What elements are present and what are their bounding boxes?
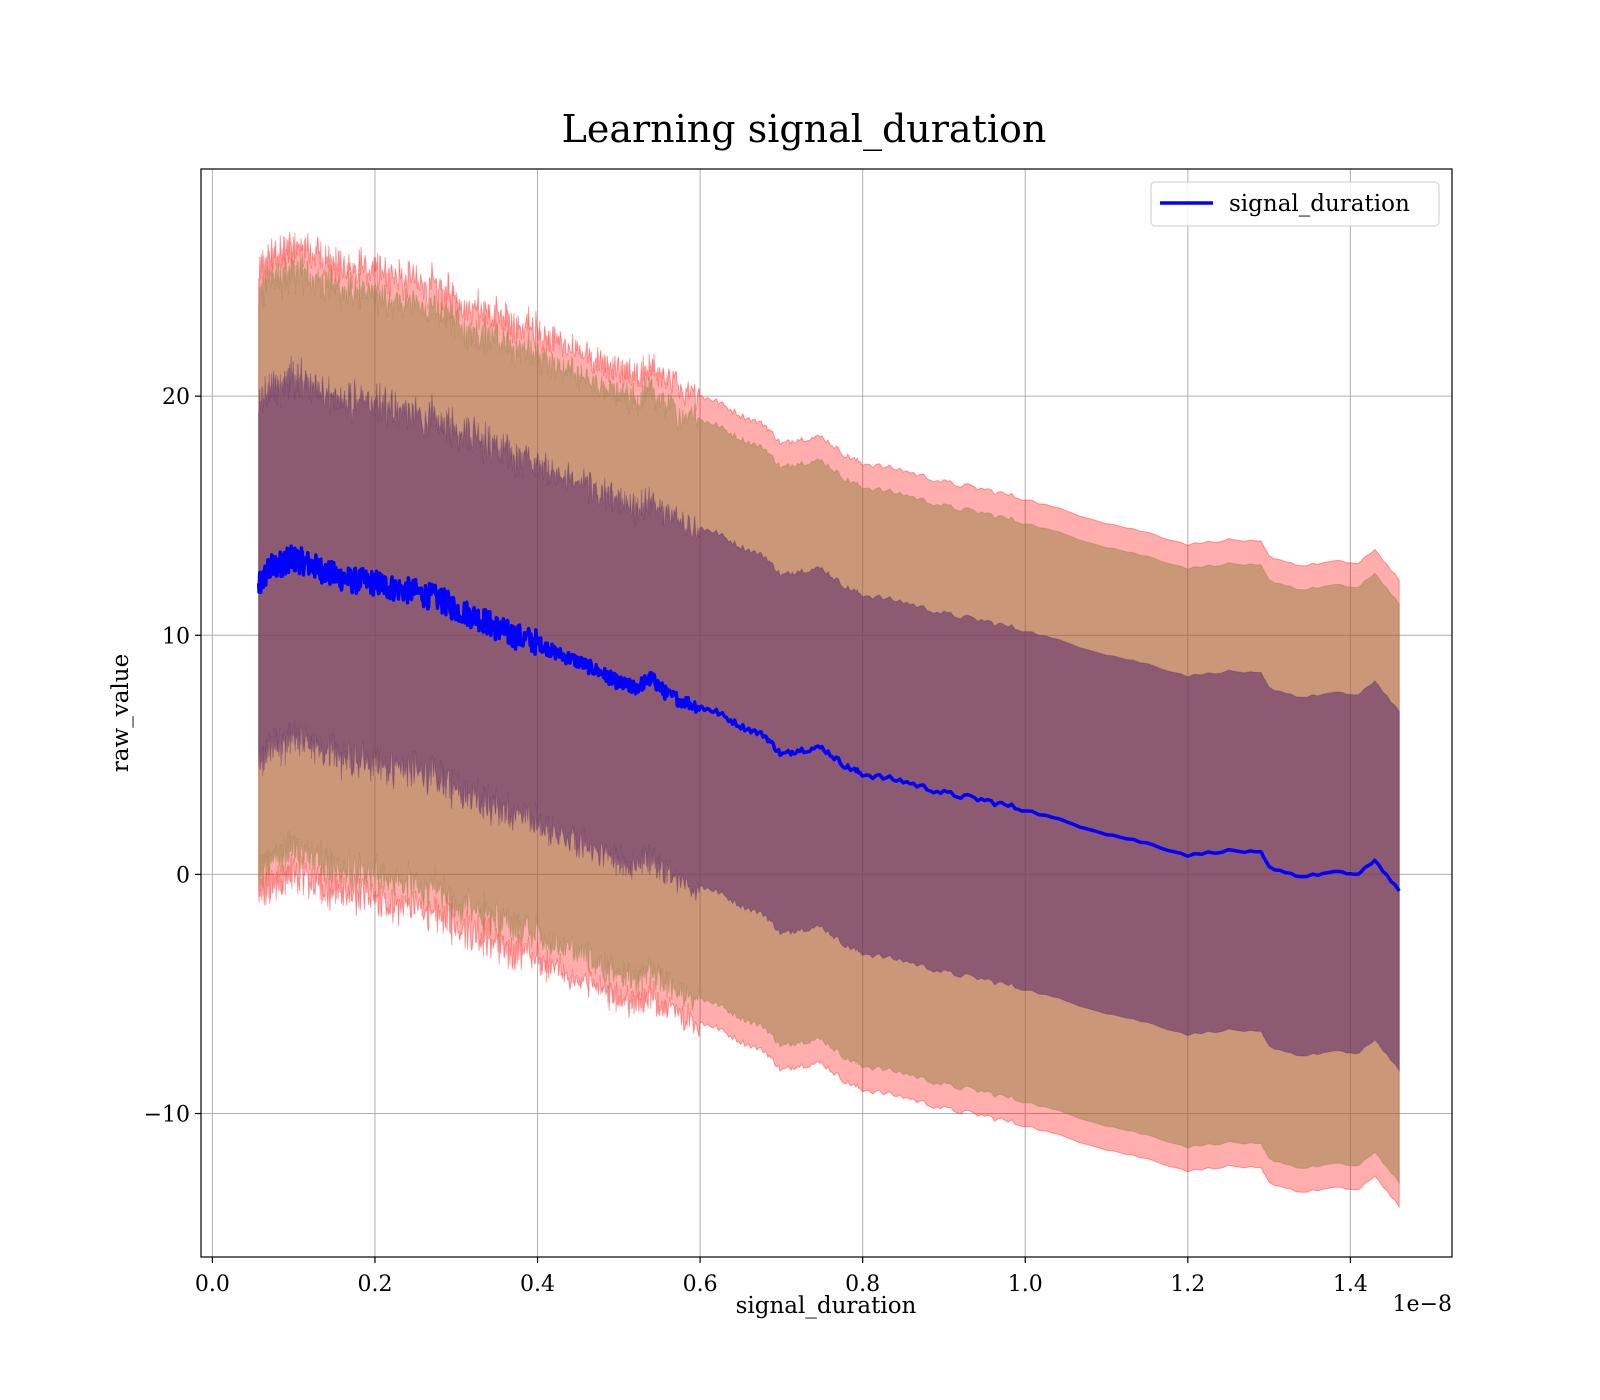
y-tick-label: 20 xyxy=(162,385,190,410)
y-tick-label: −10 xyxy=(144,1103,190,1128)
plot-frame xyxy=(200,168,1453,1258)
x-axis-ticks: 0.0 0.2 0.4 0.6 0.8 1.0 1.2 1.4 xyxy=(195,1257,1368,1297)
x-tick-label: 0.0 xyxy=(195,1272,230,1297)
y-axis-ticks: −10 0 10 20 xyxy=(144,385,201,1128)
x-tick-label: 1.4 xyxy=(1333,1272,1368,1297)
x-tick-label: 0.2 xyxy=(357,1272,392,1297)
legend-box xyxy=(1150,181,1440,227)
confidence-bands xyxy=(258,231,1400,1209)
x-offset-label: 1e−8 xyxy=(1393,1292,1452,1317)
series-lines xyxy=(256,544,1401,893)
x-tick-label: 1.0 xyxy=(1008,1272,1043,1297)
chart-title: Learning signal_duration xyxy=(562,107,1047,152)
x-tick-label: 0.6 xyxy=(683,1272,718,1297)
legend-label-signal-duration: signal_duration xyxy=(1229,191,1410,217)
x-tick-label: 0.4 xyxy=(520,1272,555,1297)
legend: signal_duration xyxy=(1150,181,1440,227)
y-axis-label: raw_value xyxy=(108,654,134,772)
x-tick-label: 0.8 xyxy=(845,1272,880,1297)
band-1-sigma xyxy=(258,355,1400,1073)
series-line-signal-duration xyxy=(256,544,1401,893)
y-tick-label: 0 xyxy=(176,863,190,888)
x-axis-label: signal_duration xyxy=(736,1293,917,1319)
x-tick-label: 1.2 xyxy=(1170,1272,1205,1297)
y-tick-label: 10 xyxy=(162,624,190,649)
